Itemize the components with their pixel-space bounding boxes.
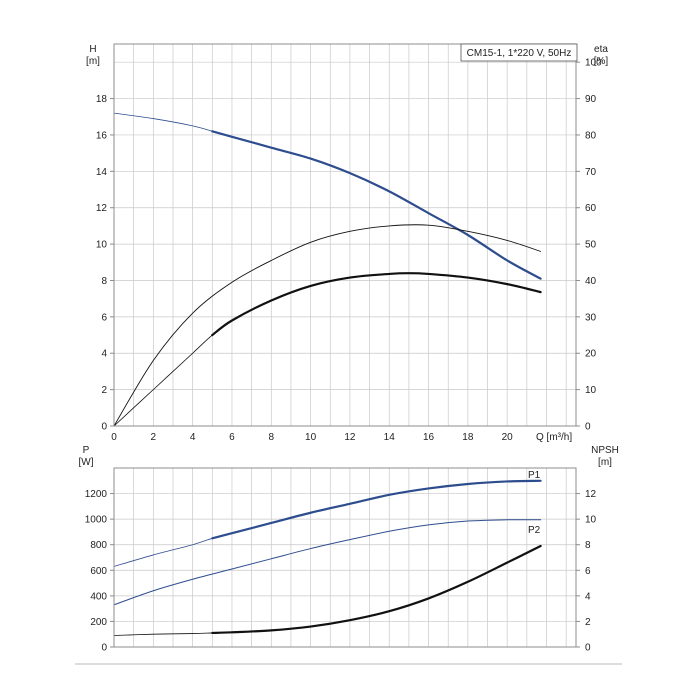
left-axis-tick-label: 1200: [85, 489, 108, 500]
x-axis-tick-label: 2: [151, 432, 157, 443]
x-axis-tick-label: 18: [462, 432, 474, 443]
left-axis-tick-label: 0: [101, 643, 107, 654]
right-axis-tick-label: 80: [585, 130, 597, 141]
x-axis-tick-label: 20: [502, 432, 514, 443]
series-label-p1: P1: [528, 470, 541, 481]
right-axis-tick-label: 70: [585, 167, 597, 178]
title-box: [460, 43, 578, 62]
series-1-2-line: [211, 544, 542, 635]
left-axis-tick-label: 8: [101, 276, 107, 287]
series-1-2-extension-line: [113, 545, 541, 636]
x-axis-tick-label: 12: [344, 432, 356, 443]
left-axis-tick-label: 600: [90, 566, 107, 577]
left-axis-tick-label: 1000: [85, 515, 108, 526]
x-axis-tick-label: 6: [229, 432, 235, 443]
top-right-axis-label: eta: [594, 44, 608, 55]
right-axis-tick-label: 12: [585, 489, 597, 500]
x-axis-label: Q [m³/h]: [536, 432, 572, 443]
series-label-p2: P2: [528, 525, 541, 536]
x-axis-tick-label: 16: [423, 432, 435, 443]
plot-frame: [113, 43, 577, 427]
left-axis-tick-label: 0: [101, 422, 107, 433]
frame-layer: [110, 43, 580, 648]
x-axis-tick-label: 4: [190, 432, 196, 443]
right-axis-tick-label: 10: [585, 385, 597, 396]
left-axis-tick-label: 200: [90, 617, 107, 628]
right-axis-tick-label: 90: [585, 94, 597, 105]
right-axis-tick-label: 4: [585, 591, 591, 602]
series-0-1-line: [113, 224, 542, 427]
right-axis-tick-label: 50: [585, 240, 597, 251]
right-axis-tick-label: 60: [585, 203, 597, 214]
plot-frame: [113, 467, 577, 648]
right-axis-tick-label: 30: [585, 312, 597, 323]
right-axis-tick-label: 40: [585, 276, 597, 287]
right-axis-tick-label: 8: [585, 540, 591, 551]
left-axis-tick-label: 10: [96, 240, 108, 251]
left-axis-tick-label: 16: [96, 130, 108, 141]
x-axis-tick-label: 8: [268, 432, 274, 443]
x-axis-tick-label: 0: [111, 432, 117, 443]
left-axis-tick-label: 4: [101, 349, 107, 360]
series-0-2-extension-line: [113, 272, 541, 427]
top-left-axis-label: H: [89, 44, 96, 55]
series-0-0-line: [211, 130, 542, 280]
series-1-1-line: [113, 519, 542, 606]
right-axis-tick-label: 0: [585, 643, 591, 654]
grid-layer: [114, 44, 576, 647]
right-axis-tick-label: 2: [585, 617, 591, 628]
curve-layer: [113, 112, 542, 636]
left-axis-tick-label: 800: [90, 540, 107, 551]
left-axis-tick-label: 12: [96, 203, 108, 214]
series-0-2-line: [211, 272, 542, 337]
x-axis-tick-label: 10: [305, 432, 317, 443]
bottom-right-axis-unit: [m]: [598, 457, 612, 468]
chart-title: CM15-1, 1*220 V, 50Hz: [467, 48, 572, 59]
left-axis-tick-label: 14: [96, 167, 108, 178]
top-left-axis-unit: [m]: [86, 56, 100, 67]
right-axis-tick-label: 20: [585, 349, 597, 360]
series-0-0-extension-line: [113, 112, 541, 280]
right-axis-tick-label: 0: [585, 422, 591, 433]
x-axis-tick-label: 14: [384, 432, 396, 443]
series-1-0-line: [211, 479, 542, 540]
left-axis-tick-label: 2: [101, 385, 107, 396]
left-axis-tick-label: 6: [101, 312, 107, 323]
bottom-left-axis-label: P: [83, 445, 90, 456]
right-axis-tick-label: 6: [585, 566, 591, 577]
top-right-axis-unit: [%]: [594, 56, 609, 67]
left-axis-tick-label: 400: [90, 591, 107, 602]
label-layer: CM15-1, 1*220 V, 50Hz H [m] eta [%] Q [m…: [79, 43, 619, 654]
right-axis-tick-label: 10: [585, 515, 597, 526]
bottom-left-axis-unit: [W]: [79, 457, 94, 468]
bottom-right-axis-label: NPSH: [591, 445, 619, 456]
right-axis-tick-label: 100: [585, 58, 602, 69]
left-axis-tick-label: 18: [96, 94, 108, 105]
